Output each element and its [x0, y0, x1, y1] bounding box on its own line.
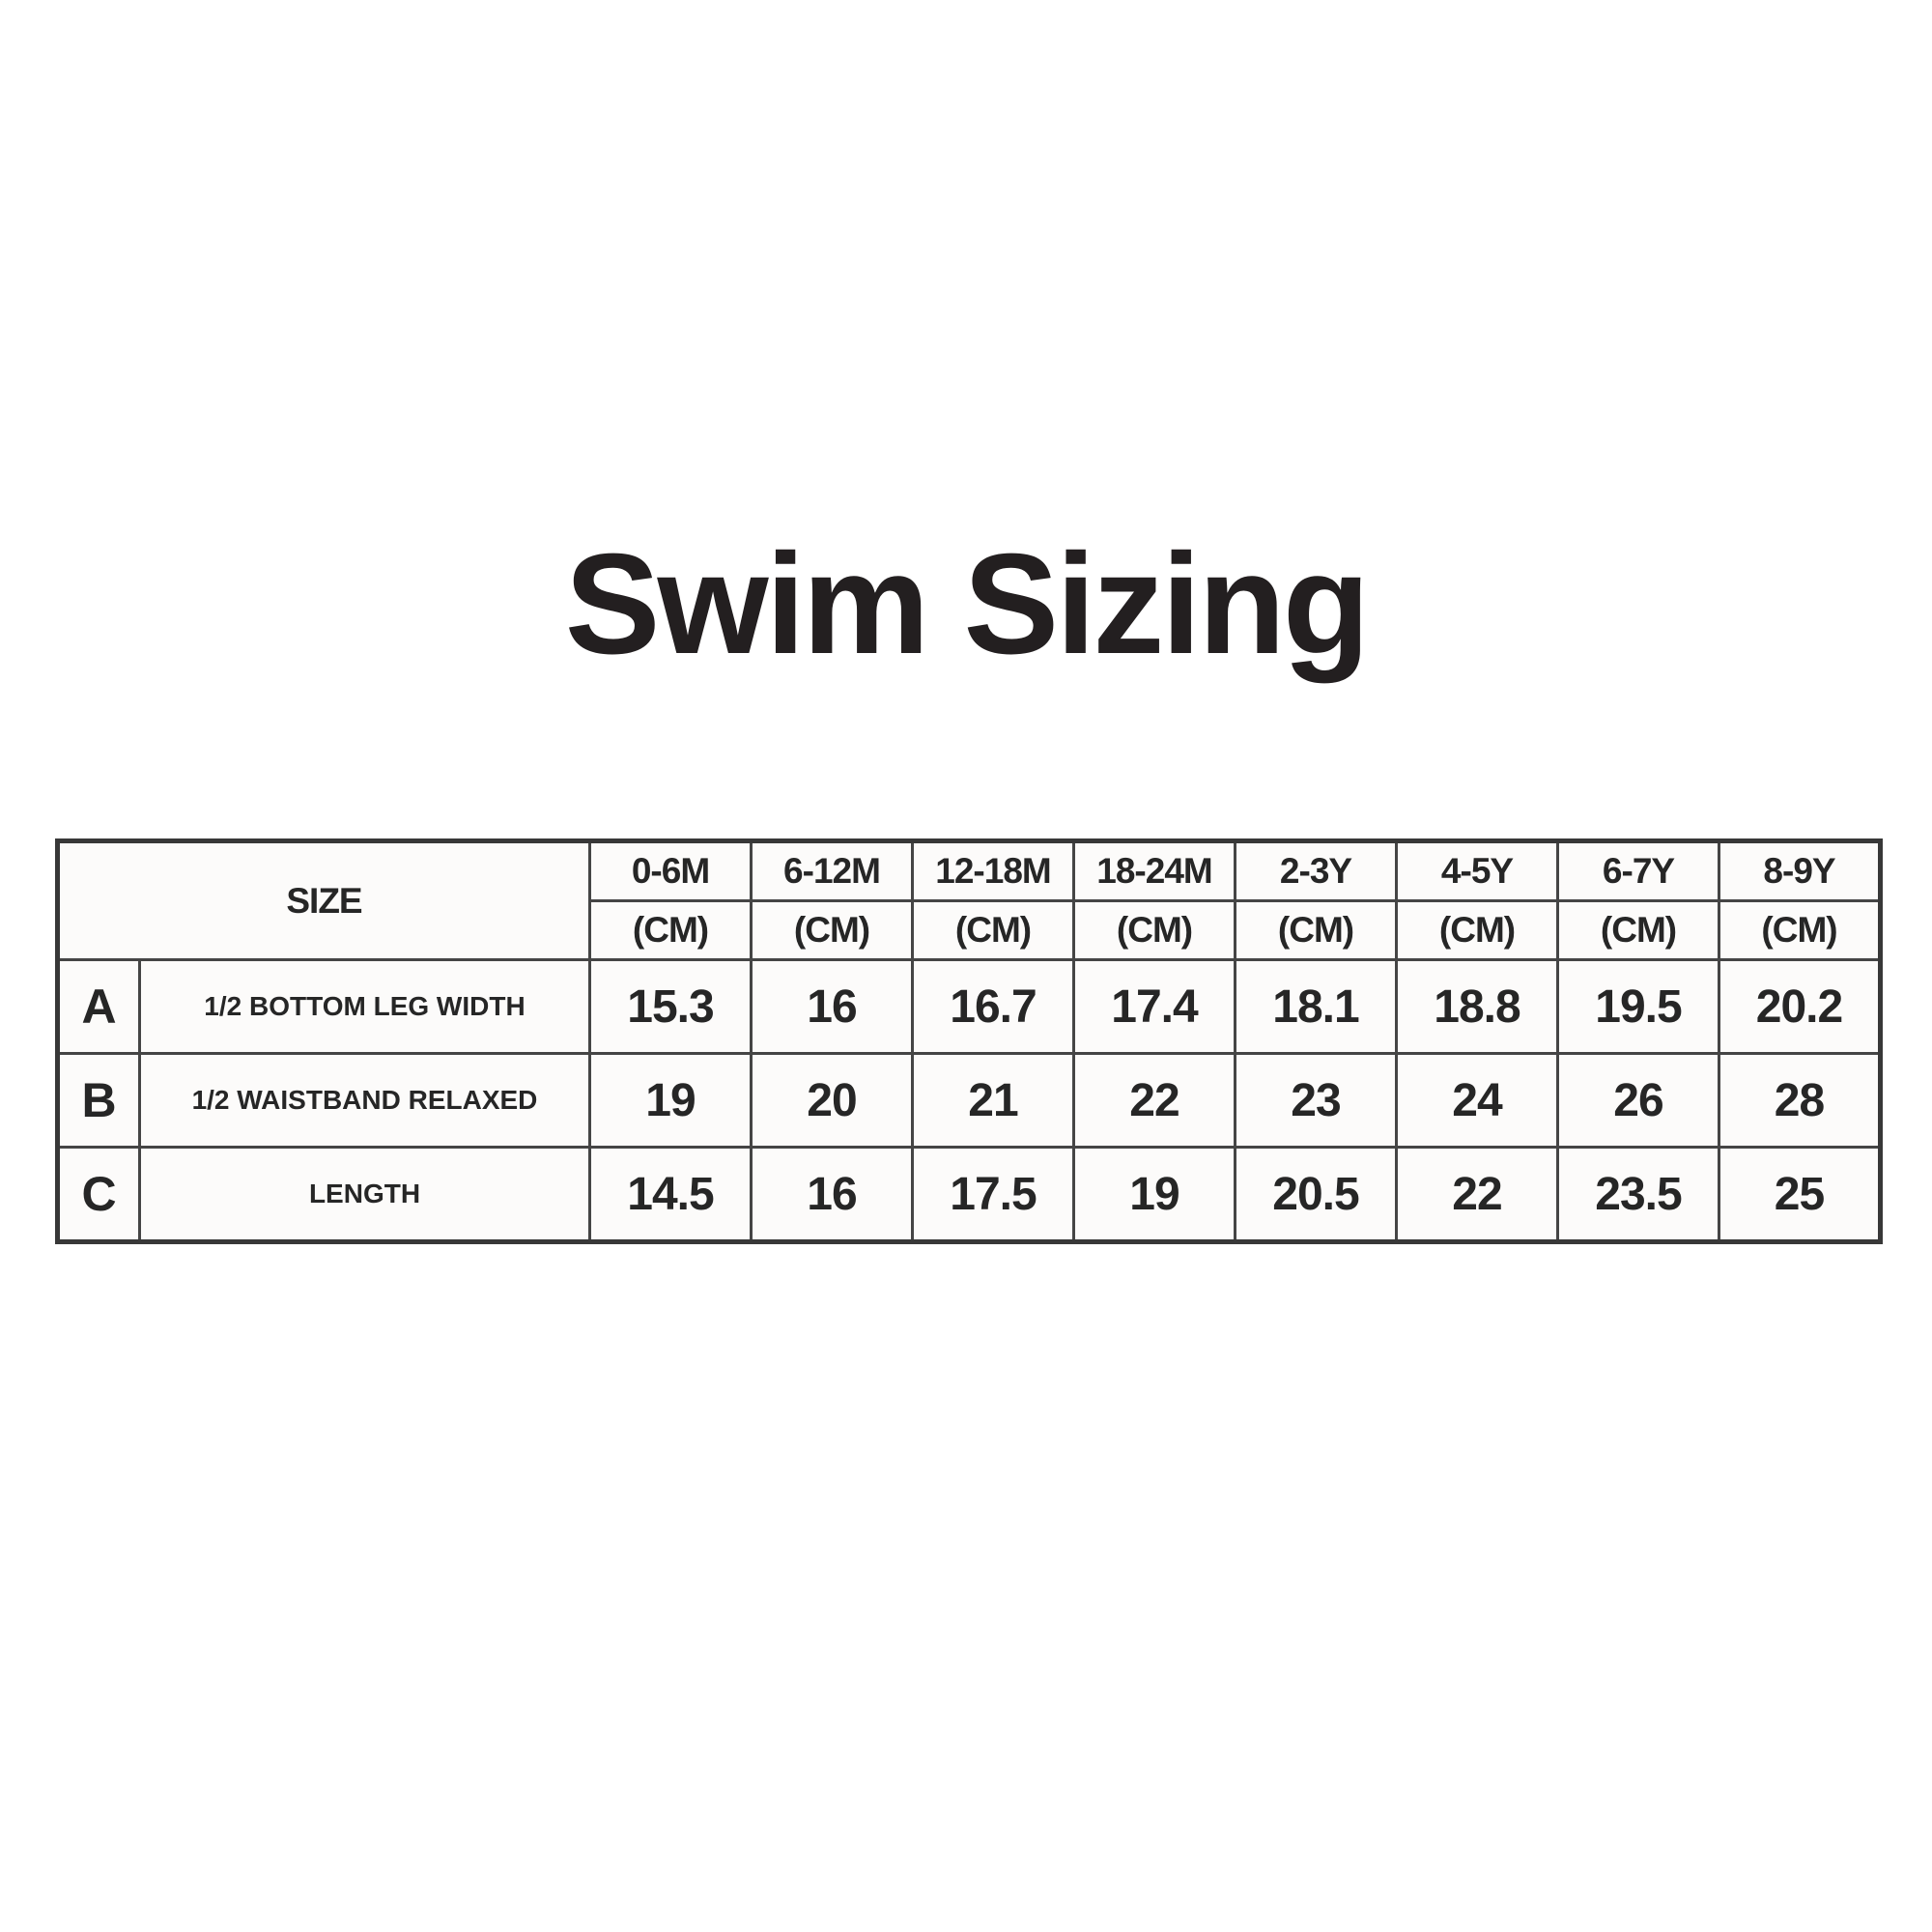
table-row-b: B 1/2 WAISTBAND RELAXED 19 20 21 22 23 2…: [56, 1052, 1882, 1149]
column-header-12-18m: 12-18M: [911, 839, 1075, 902]
unit-cell: (CM): [588, 899, 753, 961]
column-header-6-7y: 6-7Y: [1556, 839, 1720, 902]
row-label: LENGTH: [138, 1146, 591, 1243]
value-cell: 16: [750, 1146, 914, 1243]
table-header-row: SIZE 0-6M 6-12M 12-18M 18-24M 2-3Y 4-5Y …: [56, 839, 1882, 961]
unit-cell: (CM): [1234, 899, 1398, 961]
page-title: Swim Sizing: [564, 525, 1370, 684]
value-cell: 24: [1395, 1052, 1559, 1149]
column-header-8-9y: 8-9Y: [1718, 839, 1882, 902]
value-cell: 25: [1718, 1146, 1882, 1243]
value-cell: 19.5: [1556, 958, 1720, 1055]
value-cell: 16: [750, 958, 914, 1055]
value-cell: 19: [1072, 1146, 1236, 1243]
value-cell: 16.7: [911, 958, 1075, 1055]
value-cell: 15.3: [588, 958, 753, 1055]
size-corner-header: SIZE: [56, 839, 591, 961]
row-label: 1/2 BOTTOM LEG WIDTH: [138, 958, 591, 1055]
table-row-c: C LENGTH 14.5 16 17.5 19 20.5 22 23.5 25: [56, 1146, 1882, 1243]
value-cell: 20: [750, 1052, 914, 1149]
value-cell: 21: [911, 1052, 1075, 1149]
column-header-6-12m: 6-12M: [750, 839, 914, 902]
unit-cell: (CM): [750, 899, 914, 961]
value-cell: 18.8: [1395, 958, 1559, 1055]
value-cell: 23: [1234, 1052, 1398, 1149]
row-key: B: [56, 1052, 141, 1149]
value-cell: 14.5: [588, 1146, 753, 1243]
value-cell: 17.5: [911, 1146, 1075, 1243]
column-header-0-6m: 0-6M: [588, 839, 753, 902]
value-cell: 22: [1072, 1052, 1236, 1149]
unit-cell: (CM): [1556, 899, 1720, 961]
row-key: A: [56, 958, 141, 1055]
value-cell: 20.2: [1718, 958, 1882, 1055]
unit-cell: (CM): [1072, 899, 1236, 961]
value-cell: 22: [1395, 1146, 1559, 1243]
row-key: C: [56, 1146, 141, 1243]
table-row-a: A 1/2 BOTTOM LEG WIDTH 15.3 16 16.7 17.4…: [56, 958, 1882, 1055]
value-cell: 19: [588, 1052, 753, 1149]
unit-cell: (CM): [1395, 899, 1559, 961]
value-cell: 17.4: [1072, 958, 1236, 1055]
unit-cell: (CM): [1718, 899, 1882, 961]
value-cell: 20.5: [1234, 1146, 1398, 1243]
value-cell: 23.5: [1556, 1146, 1720, 1243]
value-cell: 28: [1718, 1052, 1882, 1149]
unit-row: (CM) (CM) (CM) (CM) (CM) (CM) (CM) (CM): [58, 899, 1882, 961]
swim-sizing-table: SIZE 0-6M 6-12M 12-18M 18-24M 2-3Y 4-5Y …: [55, 838, 1883, 1244]
value-cell: 26: [1556, 1052, 1720, 1149]
unit-cell: (CM): [911, 899, 1075, 961]
column-header-18-24m: 18-24M: [1072, 839, 1236, 902]
column-header-4-5y: 4-5Y: [1395, 839, 1559, 902]
value-cell: 18.1: [1234, 958, 1398, 1055]
column-header-2-3y: 2-3Y: [1234, 839, 1398, 902]
row-label: 1/2 WAISTBAND RELAXED: [138, 1052, 591, 1149]
